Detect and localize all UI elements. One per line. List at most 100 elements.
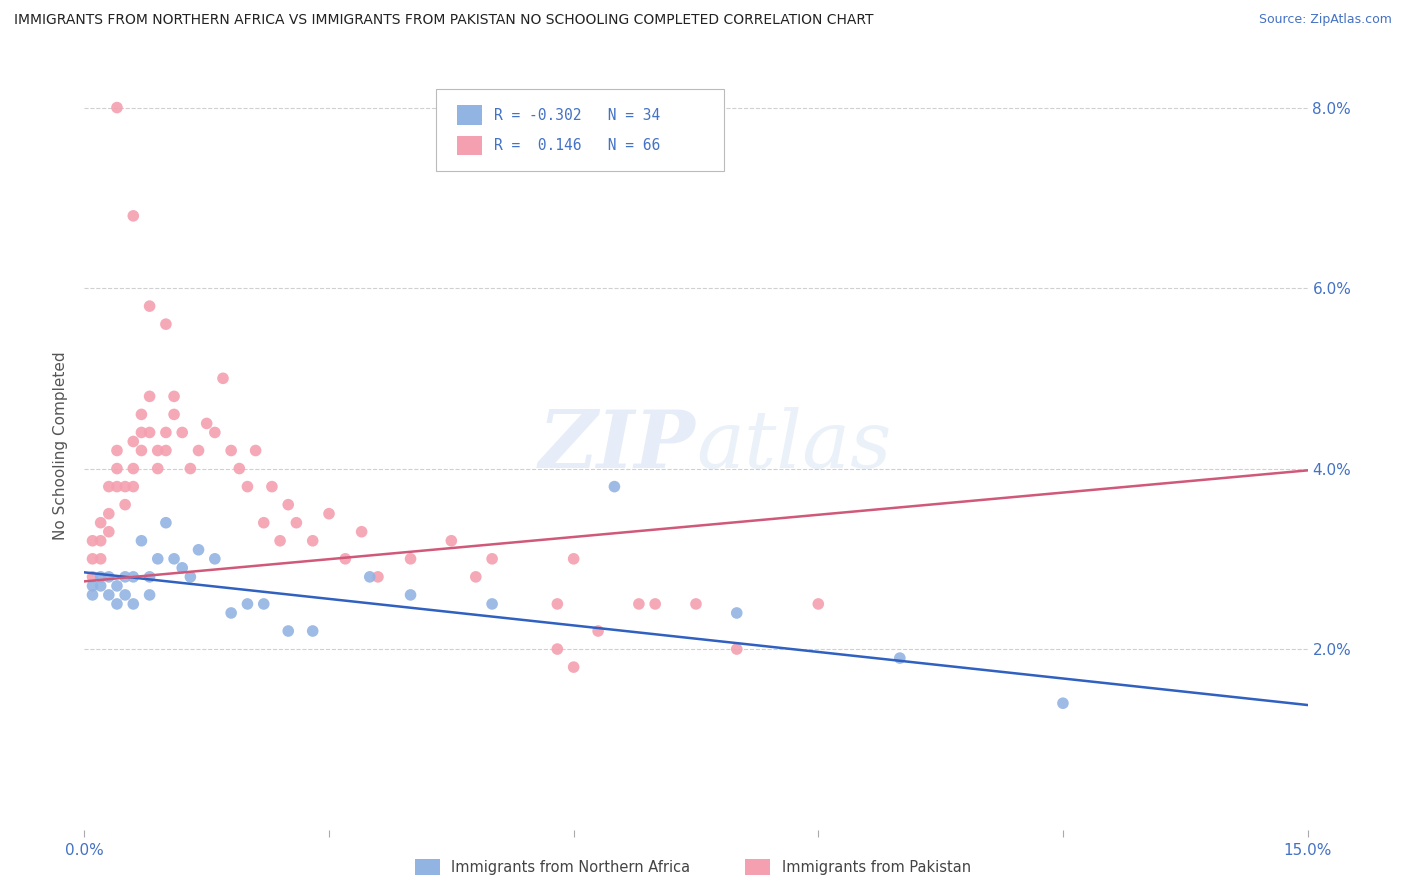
Point — [105, 480, 128, 494]
Point — [245, 443, 267, 458]
Point — [179, 461, 201, 475]
Point — [82, 570, 104, 584]
Point — [163, 408, 186, 422]
Point — [105, 101, 128, 115]
Point — [277, 498, 299, 512]
Text: Immigrants from Pakistan: Immigrants from Pakistan — [782, 860, 972, 874]
Point — [187, 443, 209, 458]
Point — [179, 570, 201, 584]
Point — [122, 570, 145, 584]
Point — [114, 588, 136, 602]
Point — [253, 597, 276, 611]
Point — [204, 551, 226, 566]
Point — [318, 507, 340, 521]
Point — [90, 551, 112, 566]
Point — [131, 408, 153, 422]
Point — [122, 209, 145, 223]
Point — [82, 588, 104, 602]
Point — [131, 443, 153, 458]
Point — [212, 371, 235, 385]
Text: IMMIGRANTS FROM NORTHERN AFRICA VS IMMIGRANTS FROM PAKISTAN NO SCHOOLING COMPLET: IMMIGRANTS FROM NORTHERN AFRICA VS IMMIG… — [14, 13, 873, 28]
Point — [146, 443, 169, 458]
Point — [155, 443, 177, 458]
Point — [138, 389, 160, 403]
Point — [187, 542, 209, 557]
Point — [481, 551, 503, 566]
Point — [138, 299, 160, 313]
Point — [335, 551, 357, 566]
Point — [889, 651, 911, 665]
Point — [138, 588, 160, 602]
Point — [277, 624, 299, 638]
Text: ZIP: ZIP — [538, 408, 696, 484]
Point — [146, 461, 169, 475]
Point — [163, 389, 186, 403]
Point — [155, 516, 177, 530]
Point — [172, 561, 194, 575]
Point — [440, 533, 463, 548]
Point — [163, 551, 186, 566]
Point — [105, 597, 128, 611]
Point — [131, 425, 153, 440]
Point — [90, 516, 112, 530]
Point — [82, 533, 104, 548]
Point — [97, 524, 120, 539]
Point — [562, 551, 585, 566]
Point — [627, 597, 650, 611]
Point — [725, 642, 748, 657]
Point — [236, 597, 259, 611]
Point — [105, 443, 128, 458]
Point — [138, 570, 160, 584]
Point — [204, 425, 226, 440]
Point — [155, 317, 177, 331]
Point — [685, 597, 707, 611]
Point — [481, 597, 503, 611]
Point — [138, 425, 160, 440]
Point — [546, 642, 568, 657]
Point — [464, 570, 486, 584]
Point — [725, 606, 748, 620]
Point — [399, 551, 422, 566]
Text: Source: ZipAtlas.com: Source: ZipAtlas.com — [1258, 13, 1392, 27]
Point — [82, 551, 104, 566]
Point — [122, 461, 145, 475]
Point — [97, 570, 120, 584]
Point — [644, 597, 666, 611]
Point — [155, 425, 177, 440]
Point — [228, 461, 250, 475]
Text: R =  0.146   N = 66: R = 0.146 N = 66 — [494, 138, 659, 153]
Point — [122, 480, 145, 494]
Point — [301, 624, 323, 638]
Point — [172, 425, 194, 440]
Text: Immigrants from Northern Africa: Immigrants from Northern Africa — [451, 860, 690, 874]
Point — [1052, 696, 1074, 710]
Point — [114, 570, 136, 584]
Text: atlas: atlas — [696, 408, 891, 484]
Point — [253, 516, 276, 530]
Point — [82, 579, 104, 593]
Point — [97, 507, 120, 521]
Point — [105, 461, 128, 475]
Point — [546, 597, 568, 611]
Point — [807, 597, 830, 611]
Point — [131, 533, 153, 548]
Point — [586, 624, 609, 638]
Point — [97, 480, 120, 494]
Point — [350, 524, 373, 539]
Y-axis label: No Schooling Completed: No Schooling Completed — [53, 351, 69, 541]
Point — [399, 588, 422, 602]
Point — [301, 533, 323, 548]
Point — [146, 551, 169, 566]
Point — [90, 570, 112, 584]
Point — [367, 570, 389, 584]
Point — [562, 660, 585, 674]
Point — [603, 480, 626, 494]
Point — [90, 533, 112, 548]
Point — [90, 579, 112, 593]
Point — [219, 443, 242, 458]
Point — [114, 480, 136, 494]
Point — [359, 570, 381, 584]
Point — [260, 480, 283, 494]
Point — [114, 498, 136, 512]
Point — [219, 606, 242, 620]
